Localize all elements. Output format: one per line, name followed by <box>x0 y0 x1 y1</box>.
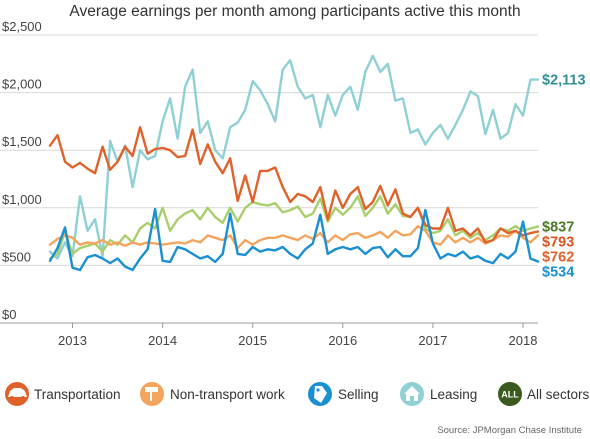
legend-label: Non-transport work <box>170 387 285 402</box>
legend-label: All sectors <box>527 387 590 402</box>
x-tick-label: 2017 <box>418 333 447 348</box>
legend-item-transportation[interactable]: Transportation <box>5 382 121 406</box>
y-tick-label: $2,000 <box>2 77 42 92</box>
legend: Transportation Non-transport work Sellin… <box>5 382 590 406</box>
y-tick-label: $1,500 <box>2 134 42 149</box>
end-labels: $2,113 $837$793$762$534 <box>542 73 586 281</box>
legend-label: Selling <box>338 387 379 402</box>
y-tick-label: $0 <box>2 307 16 322</box>
svg-text:ALL: ALL <box>501 390 519 400</box>
end-label-leasing: $2,113 <box>542 73 586 89</box>
series-lines <box>48 54 540 272</box>
legend-item-selling[interactable]: Selling <box>308 382 379 406</box>
y-axis-ticks: $0 $500 $1,000 $1,500 $2,000 $2,500 <box>2 19 42 322</box>
y-tick-label: $500 <box>2 249 31 264</box>
x-tick-label: 2015 <box>238 333 267 348</box>
end-label-selling: $534 <box>542 265 574 281</box>
tag-icon <box>308 382 332 406</box>
legend-label: Leasing <box>430 387 477 402</box>
legend-item-all-sectors[interactable]: ALL All sectors <box>498 382 590 406</box>
legend-label: Transportation <box>34 387 121 402</box>
x-axis-ticks: 2013 2014 2015 2016 2017 2018 <box>58 323 537 348</box>
source-note: Source: JPMorgan Chase Institute <box>437 425 582 436</box>
legend-item-leasing[interactable]: Leasing <box>400 382 477 406</box>
end-label-all-sectors: $837 <box>542 220 574 236</box>
series-line-all-sectors <box>48 195 540 260</box>
series-line-non-transport-work <box>48 224 540 250</box>
end-label-non-transport-work: $762 <box>542 250 574 266</box>
x-tick-label: 2018 <box>509 333 538 348</box>
legend-item-non-transport-work[interactable]: Non-transport work <box>140 382 285 406</box>
y-tick-label: $2,500 <box>2 19 42 34</box>
house-icon <box>400 382 424 406</box>
series-line-selling <box>48 207 540 272</box>
all-badge-icon: ALL <box>498 382 522 406</box>
x-tick-label: 2016 <box>328 333 357 348</box>
paint-roller-icon <box>140 382 164 406</box>
series-line-transportation <box>48 125 540 244</box>
x-tick-label: 2014 <box>148 333 177 348</box>
end-label-transportation: $793 <box>542 235 574 251</box>
x-tick-label: 2013 <box>58 333 87 348</box>
series-line-leasing <box>48 54 540 260</box>
chart-title: Average earnings per month among partici… <box>69 3 520 20</box>
gridlines <box>0 34 538 324</box>
y-tick-label: $1,000 <box>2 192 42 207</box>
car-icon <box>5 382 29 406</box>
